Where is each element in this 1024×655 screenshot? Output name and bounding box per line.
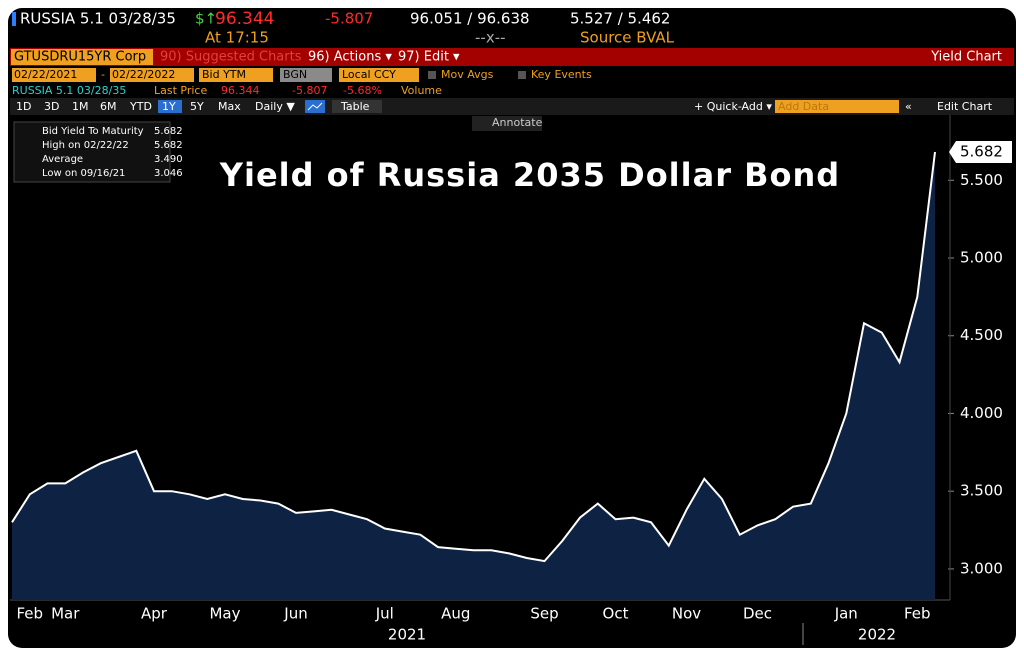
field-box[interactable] (199, 68, 273, 82)
legend: Bid Yield To Maturity 5.682 High on 02/22/… (42, 126, 183, 179)
x-tick-label: May (209, 605, 240, 623)
x-tick-label: Jul (375, 605, 394, 623)
edit-chart[interactable]: Edit Chart (937, 100, 993, 113)
legend-value: 3.046 (154, 168, 183, 179)
y-tick-label: 3.000 (960, 559, 1003, 577)
range-button[interactable]: 1D (16, 100, 31, 113)
terminal-frame (8, 8, 1016, 648)
bid-ask: 96.051 / 96.638 (410, 10, 530, 28)
area (12, 152, 935, 600)
ticker-box[interactable] (11, 49, 153, 65)
range-button[interactable]: Max (218, 100, 241, 113)
annotate[interactable]: Annotate (492, 116, 543, 129)
y-tick-label: 5.000 (960, 249, 1003, 267)
start-box[interactable] (12, 68, 96, 82)
year-label: 2022 (858, 626, 896, 644)
source: Source BVAL (580, 29, 675, 47)
security: RUSSIA 5.1 03/28/35 (20, 10, 176, 28)
collapse[interactable]: « (905, 100, 912, 113)
checkbox[interactable] (428, 71, 436, 79)
legend-value: 5.682 (154, 126, 183, 137)
table-button[interactable] (332, 100, 382, 113)
edit-menu[interactable]: 97) Edit ▾ (398, 50, 460, 65)
pricing-source[interactable]: BGN (283, 68, 307, 81)
legend-label: Low on 09/16/21 (42, 168, 125, 179)
suggested-charts[interactable]: 90) Suggested Charts (160, 50, 302, 65)
legend-box (13, 121, 171, 183)
range-button[interactable]: 6M (100, 100, 117, 113)
toolbar-bar (10, 48, 1014, 66)
x-tick-label: Feb (16, 605, 43, 623)
currency[interactable]: Local CCY (342, 68, 396, 81)
x-tick-label: Jun (283, 605, 307, 623)
mov-avgs[interactable]: Mov Avgs (441, 68, 494, 81)
key-events[interactable]: Key Events (531, 68, 592, 81)
chart-type-icon (307, 102, 323, 111)
price-prefix: $↑ (195, 10, 217, 28)
legend-value: 3.490 (154, 154, 183, 165)
range-buttons: 1D 3D 1M 6M YTD 1Y 5Y Max (16, 100, 241, 113)
range-button[interactable]: 1M (72, 100, 89, 113)
time: At 17:15 (205, 29, 269, 47)
x-tick-label: Dec (743, 605, 772, 623)
actions-menu[interactable]: 96) Actions ▾ (308, 50, 392, 65)
volume: Volume (401, 84, 442, 97)
year-label: 2021 (388, 626, 426, 644)
legend-value: 5.682 (154, 140, 183, 151)
y-tick-label: 3.500 (960, 482, 1003, 500)
plot: 3.000 3.500 4.000 4.500 5.000 5.500 5.682 Feb Ma… (10, 115, 1012, 645)
annotate-button[interactable] (472, 116, 542, 131)
field[interactable]: Bid YTM (202, 68, 246, 81)
start-date[interactable]: 02/22/2021 (14, 68, 77, 81)
last-value-box (949, 140, 1012, 163)
quote-change: -5.807 (292, 84, 327, 97)
add-data[interactable]: Add Data (778, 100, 829, 113)
quote-security: RUSSIA 5.1 03/28/35 (12, 84, 126, 97)
ticker[interactable]: GTUSDRU15YR Corp (14, 50, 146, 65)
range-button[interactable]: YTD (129, 100, 152, 113)
price: 96.344 (215, 9, 274, 29)
end-box[interactable] (110, 68, 194, 82)
legend-label: Bid Yield To Maturity (42, 126, 144, 137)
yields: 5.527 / 5.462 (570, 10, 670, 28)
y-tick-label: 5.500 (960, 171, 1003, 189)
period[interactable]: Daily ▼ (255, 100, 295, 113)
range-button[interactable]: 3D (44, 100, 59, 113)
marker (12, 12, 16, 26)
end-date[interactable]: 02/22/2022 (112, 68, 175, 81)
line (11, 151, 936, 563)
source-box[interactable] (280, 68, 332, 82)
last-value-label: 5.682 (960, 142, 1003, 160)
last-price: 96.344 (221, 84, 260, 97)
x-tick-label: Oct (603, 605, 629, 623)
currency-box[interactable] (339, 68, 419, 82)
chart-title: Yield of Russia 2035 Dollar Bond (219, 156, 840, 194)
x-tick-label: Aug (441, 605, 470, 623)
legend-label: Average (42, 154, 83, 165)
y-tick-label: 4.000 (960, 404, 1003, 422)
x-tick-label: Nov (672, 605, 701, 623)
table[interactable]: Table (340, 100, 370, 113)
change: -5.807 (325, 10, 373, 28)
date-dash: - (101, 68, 105, 81)
spread: --x-- (475, 29, 506, 47)
view-name: Yield Chart (930, 50, 1002, 65)
x-tick-label: Mar (51, 605, 80, 623)
x-tick-label: Jan (834, 605, 858, 623)
x-tick-label: Sep (530, 605, 558, 623)
last-label: Last Price (154, 84, 207, 97)
control-bar (10, 98, 1014, 115)
range-button[interactable]: 5Y (190, 100, 204, 113)
x-tick-label: Feb (904, 605, 931, 623)
range-active[interactable] (158, 100, 182, 113)
quote-pct: -5.68% (343, 84, 382, 97)
legend-label: High on 02/22/22 (42, 140, 129, 151)
x-tick-label: Apr (141, 605, 168, 623)
range-button[interactable]: 1Y (162, 100, 176, 113)
add-data-box[interactable] (775, 100, 899, 113)
checkbox[interactable] (518, 71, 526, 79)
y-tick-label: 4.500 (960, 326, 1003, 344)
quick-add[interactable]: + Quick-Add ▾ (694, 100, 772, 113)
